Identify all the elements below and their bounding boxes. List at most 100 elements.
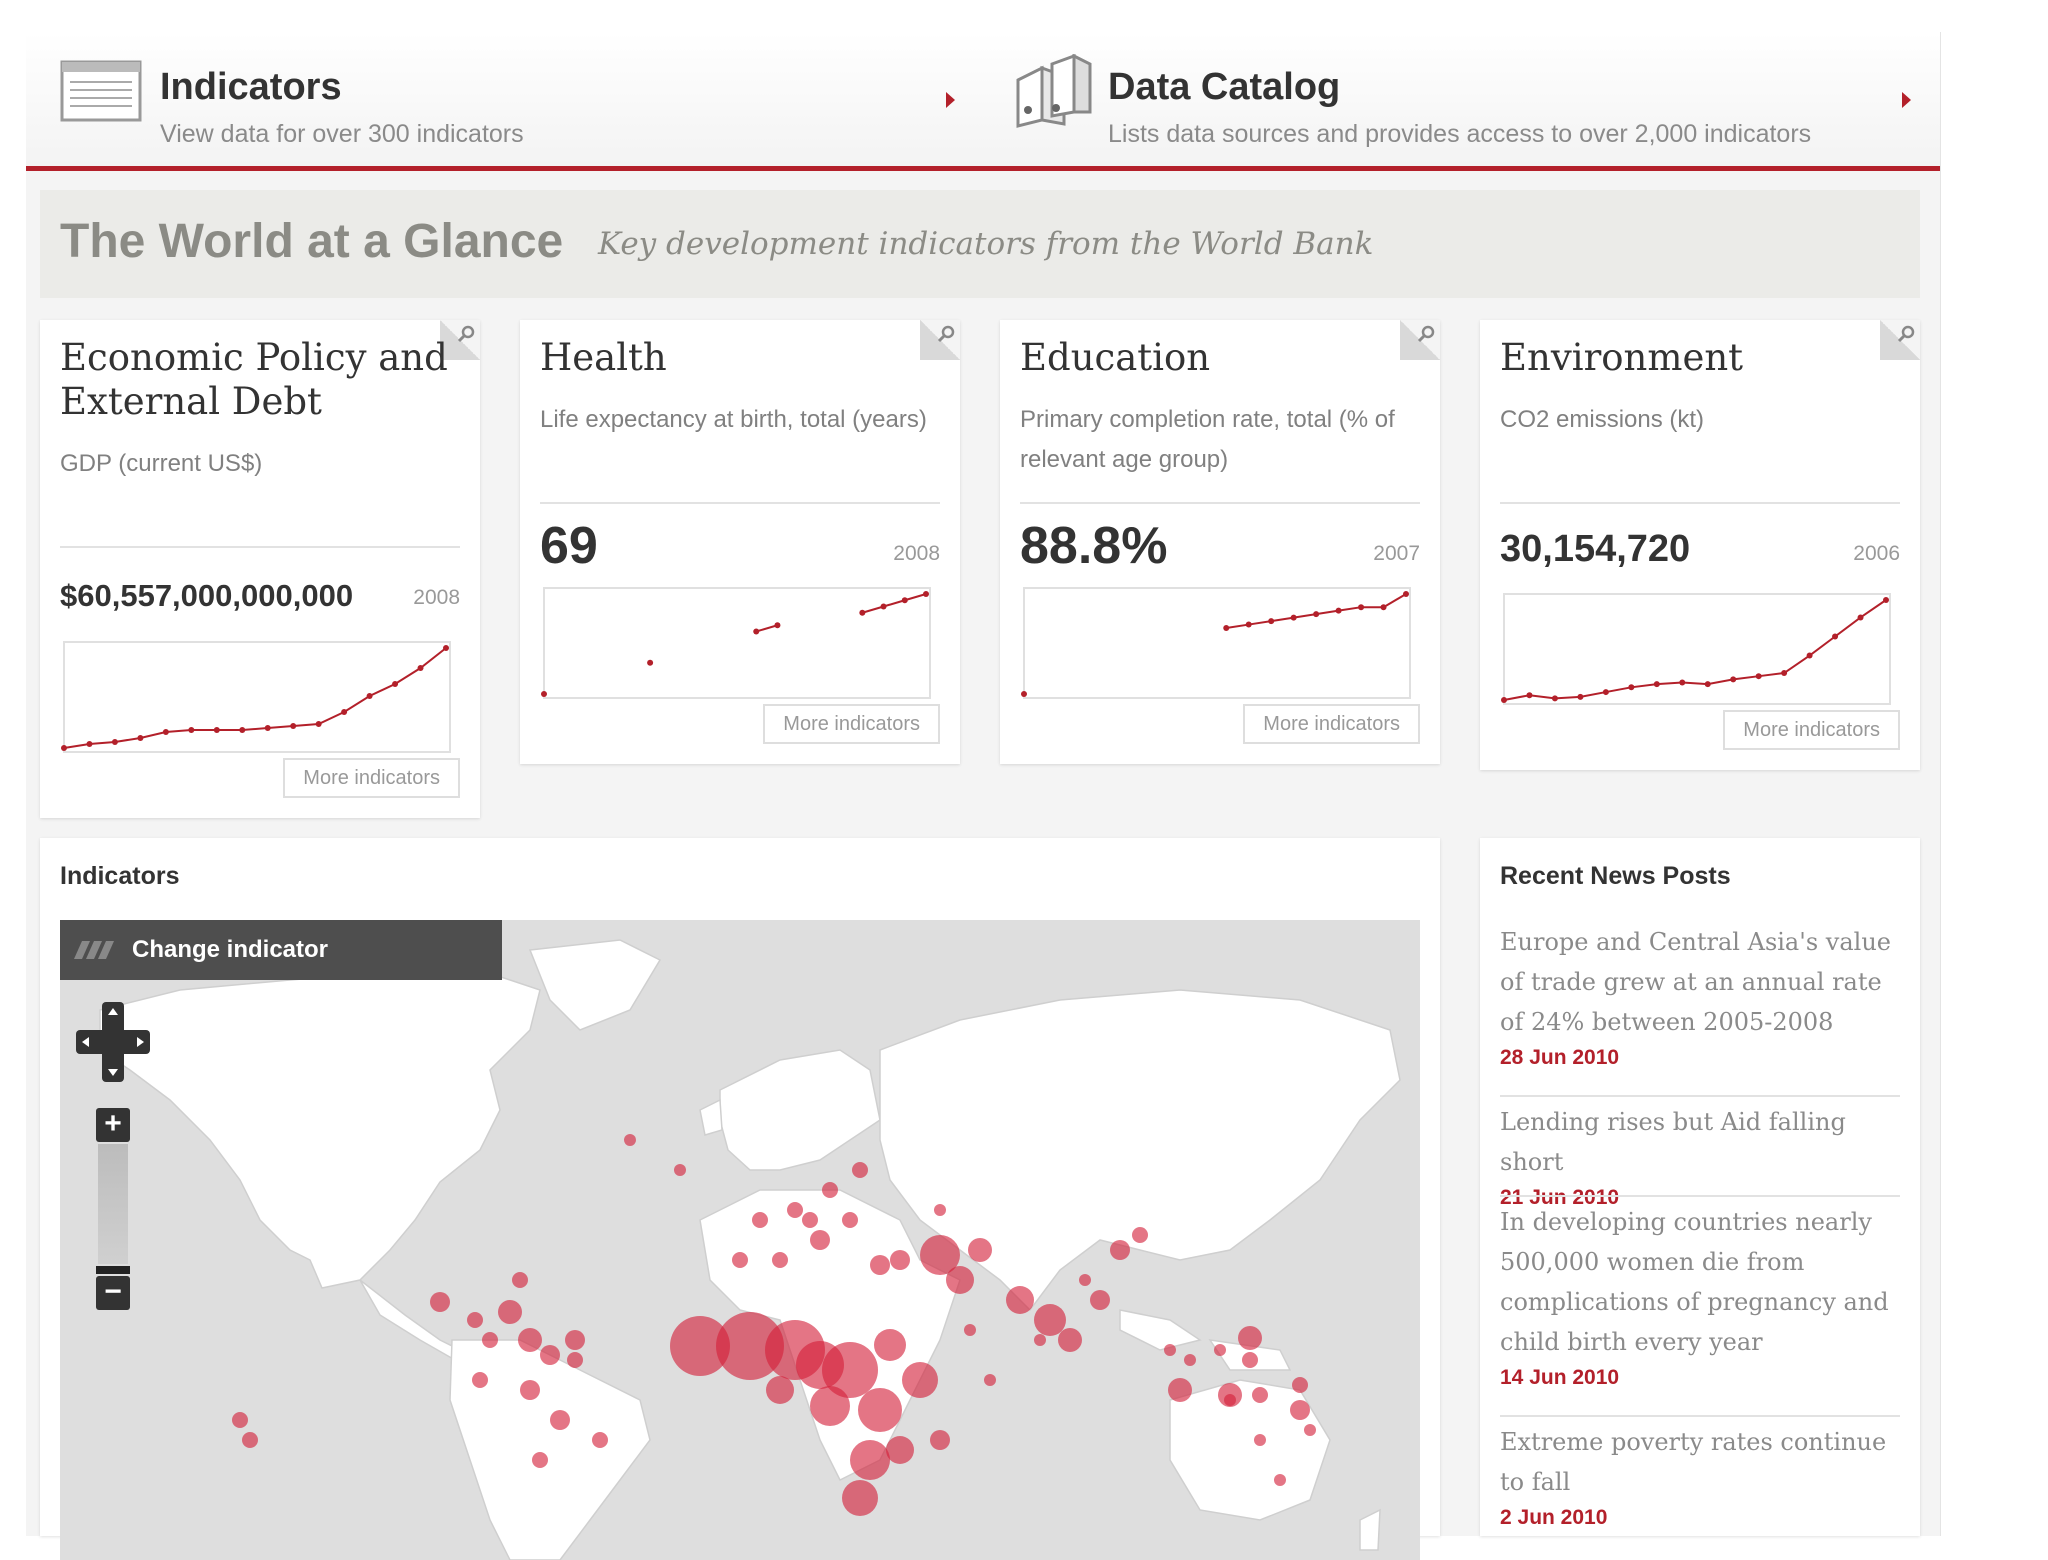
card-corner[interactable] <box>920 320 960 360</box>
more-indicators-button[interactable]: More indicators <box>763 704 940 744</box>
sparkline-point <box>239 727 246 733</box>
arrow-right-icon[interactable] <box>1902 92 1911 108</box>
card-economic-policy: Economic Policy and External Debt GDP (c… <box>40 320 480 818</box>
card-corner[interactable] <box>1400 320 1440 360</box>
sparkline-frame <box>1503 593 1891 705</box>
sparkline-point <box>162 729 169 735</box>
news-headline[interactable]: Europe and Central Asia's value of trade… <box>1500 928 1891 1036</box>
sparkline-point <box>923 591 929 597</box>
page-title: The World at a Glance <box>60 215 564 268</box>
nav-indicators[interactable]: Indicators View data for over 300 indica… <box>60 52 960 152</box>
news-item[interactable]: In developing countries nearly 500,000 w… <box>1500 1202 1900 1390</box>
zoom-handle[interactable] <box>96 1266 130 1274</box>
card-corner[interactable] <box>440 320 480 360</box>
pan-control[interactable] <box>76 1002 150 1082</box>
sparkline-frame <box>1023 587 1411 699</box>
more-indicators-button[interactable]: More indicators <box>283 758 460 798</box>
sparkline-point <box>1223 625 1230 632</box>
card-environment: Environment CO2 emissions (kt) 30,154,72… <box>1480 320 1920 770</box>
zoom-out-button[interactable]: − <box>96 1276 130 1310</box>
top-navigation: Indicators View data for over 300 indica… <box>26 32 1940 171</box>
sparkline-frame <box>543 587 931 699</box>
divider <box>1500 1195 1900 1197</box>
nav-catalog-subtitle: Lists data sources and provides access t… <box>1108 120 1812 148</box>
sparkline-point <box>859 609 866 616</box>
zoom-in-button[interactable]: + <box>96 1108 130 1142</box>
card-indicator-name[interactable]: Life expectancy at birth, total (years) <box>540 406 927 433</box>
sparkline-point <box>880 603 887 610</box>
nav-indicators-title[interactable]: Indicators <box>160 66 342 108</box>
table-icon <box>60 60 142 122</box>
sparkline-point <box>1755 673 1762 680</box>
card-title: Health <box>540 336 667 379</box>
arrow-right-icon[interactable] <box>946 92 955 108</box>
sparkline-point <box>1551 695 1558 702</box>
sparkline-point <box>1380 604 1387 611</box>
world-map-graphic[interactable] <box>60 920 1420 1560</box>
sparkline-point <box>1268 618 1275 625</box>
database-icon <box>1016 54 1092 128</box>
news-headline[interactable]: Lending rises but Aid falling short <box>1500 1108 1846 1176</box>
sparkline-point <box>1730 676 1737 683</box>
card-indicator-name[interactable]: GDP (current US$) <box>60 450 263 477</box>
sparkline-point <box>1335 607 1342 614</box>
sparkline-point <box>1526 692 1533 699</box>
card-indicator-name[interactable]: CO2 emissions (kt) <box>1500 406 1705 433</box>
sparkline-point <box>86 741 93 747</box>
magnifier-icon <box>1417 325 1435 343</box>
card-value: 69 <box>540 517 598 575</box>
sparkline-point <box>61 745 67 751</box>
magnifier-icon <box>1897 325 1915 343</box>
sparkline-line <box>1503 599 1887 701</box>
sparkline-point <box>1313 611 1320 618</box>
card-year: 2008 <box>413 586 460 609</box>
zoom-slider[interactable] <box>98 1144 128 1264</box>
sparkline-point <box>1290 614 1297 621</box>
divider <box>1500 502 1900 504</box>
sparkline-line <box>1226 593 1407 630</box>
more-indicators-button[interactable]: More indicators <box>1723 710 1900 750</box>
sparkline-point <box>1781 670 1788 677</box>
sparkline-point <box>213 727 220 733</box>
news-item[interactable]: Extreme poverty rates continue to fall 2… <box>1500 1422 1900 1530</box>
divider <box>1500 1415 1900 1417</box>
card-year: 2008 <box>893 542 940 565</box>
sparkline-point <box>1403 591 1409 597</box>
sparkline-point <box>443 645 449 651</box>
news-headline[interactable]: Extreme poverty rates continue to fall <box>1500 1428 1887 1496</box>
sparkline-point <box>1021 691 1027 697</box>
sparkline-point <box>1806 652 1813 659</box>
divider <box>1020 502 1420 504</box>
divider <box>60 546 460 548</box>
sparkline-point <box>1857 614 1864 621</box>
sparkline-point <box>1628 684 1635 691</box>
sparkline-line <box>862 593 927 614</box>
sparkline-line <box>755 624 778 633</box>
more-indicators-button[interactable]: More indicators <box>1243 704 1420 744</box>
card-health: Health Life expectancy at birth, total (… <box>520 320 960 764</box>
news-headline[interactable]: In developing countries nearly 500,000 w… <box>1500 1208 1889 1356</box>
news-item[interactable]: Europe and Central Asia's value of trade… <box>1500 922 1900 1070</box>
card-corner[interactable] <box>1880 320 1920 360</box>
sparkline-point <box>392 681 399 687</box>
sparkline-point <box>774 622 781 629</box>
news-item[interactable]: Lending rises but Aid falling short 21 J… <box>1500 1102 1900 1210</box>
change-indicator-button[interactable]: Change indicator <box>60 920 502 980</box>
sparkline-point <box>1602 689 1609 696</box>
nav-catalog-title[interactable]: Data Catalog <box>1108 66 1341 108</box>
sparkline-chart <box>1021 587 1411 699</box>
card-indicator-name[interactable]: Primary completion rate, total (% of rel… <box>1020 406 1395 473</box>
world-map[interactable]: Change indicator + − <box>60 920 1420 1560</box>
card-education: Education Primary completion rate, total… <box>1000 320 1440 764</box>
magnifier-icon <box>457 325 475 343</box>
nav-data-catalog[interactable]: Data Catalog Lists data sources and prov… <box>1012 52 1912 152</box>
sparkline-point <box>1653 681 1660 688</box>
sparkline-chart <box>61 641 451 753</box>
divider <box>1500 1095 1900 1097</box>
news-title: Recent News Posts <box>1500 862 1731 890</box>
sparkline-point <box>137 735 144 741</box>
change-indicator-label[interactable]: Change indicator <box>132 936 329 963</box>
news-date: 21 Jun 2010 <box>1500 1186 1620 1209</box>
sparkline-point <box>366 693 373 699</box>
page-subtitle: Key development indicators from the Worl… <box>598 226 1374 262</box>
